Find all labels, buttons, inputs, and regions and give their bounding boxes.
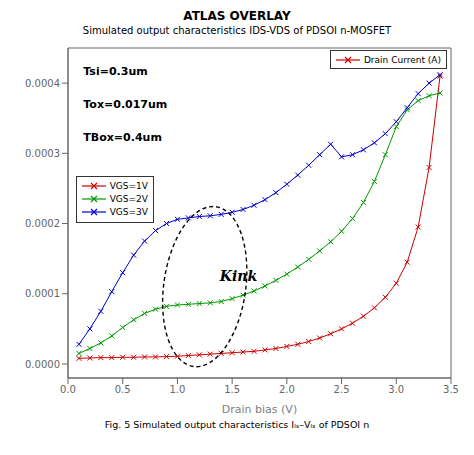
svg-text:0.0003: 0.0003 (25, 148, 60, 159)
html-text:Tox=0.017um: Tox=0.017um (83, 97, 168, 111)
html-text:TBox=0.4um: TBox=0.4um (83, 130, 162, 144)
html-text:Fig. 5 Simulated output charac: Fig. 5 Simulated output characteristics … (104, 419, 370, 430)
html-text:Kink: Kink (219, 267, 258, 284)
svg-text:0.5: 0.5 (115, 384, 131, 395)
svg-text:0.0: 0.0 (60, 384, 76, 395)
svg-text:1.0: 1.0 (169, 384, 185, 395)
html-text:VGS=3V: VGS=3V (109, 207, 148, 218)
svg-text:2.0: 2.0 (279, 384, 295, 395)
html-text:VGS=2V: VGS=2V (109, 194, 148, 205)
html-text:VGS=1V: VGS=1V (109, 181, 148, 192)
html-text:ATLAS OVERLAY: ATLAS OVERLAY (183, 9, 291, 23)
svg-text:Drain bias (V): Drain bias (V) (222, 403, 297, 416)
html-text:Tsi=0.3um: Tsi=0.3um (83, 64, 148, 78)
svg-text:0.0004: 0.0004 (25, 78, 60, 89)
svg-text:0.0001: 0.0001 (25, 288, 60, 299)
html-text:Simulated output characteristi: Simulated output characteristics IDS-VDS… (82, 25, 392, 36)
svg-text:2.5: 2.5 (334, 384, 350, 395)
svg-text:0.0000: 0.0000 (25, 359, 60, 370)
svg-text:3.0: 3.0 (388, 384, 404, 395)
svg-text:3.5: 3.5 (443, 384, 459, 395)
svg-text:0.0002: 0.0002 (25, 218, 60, 229)
svg-text:1.5: 1.5 (224, 384, 240, 395)
html-text:Drain Current (A): Drain Current (A) (363, 54, 441, 65)
